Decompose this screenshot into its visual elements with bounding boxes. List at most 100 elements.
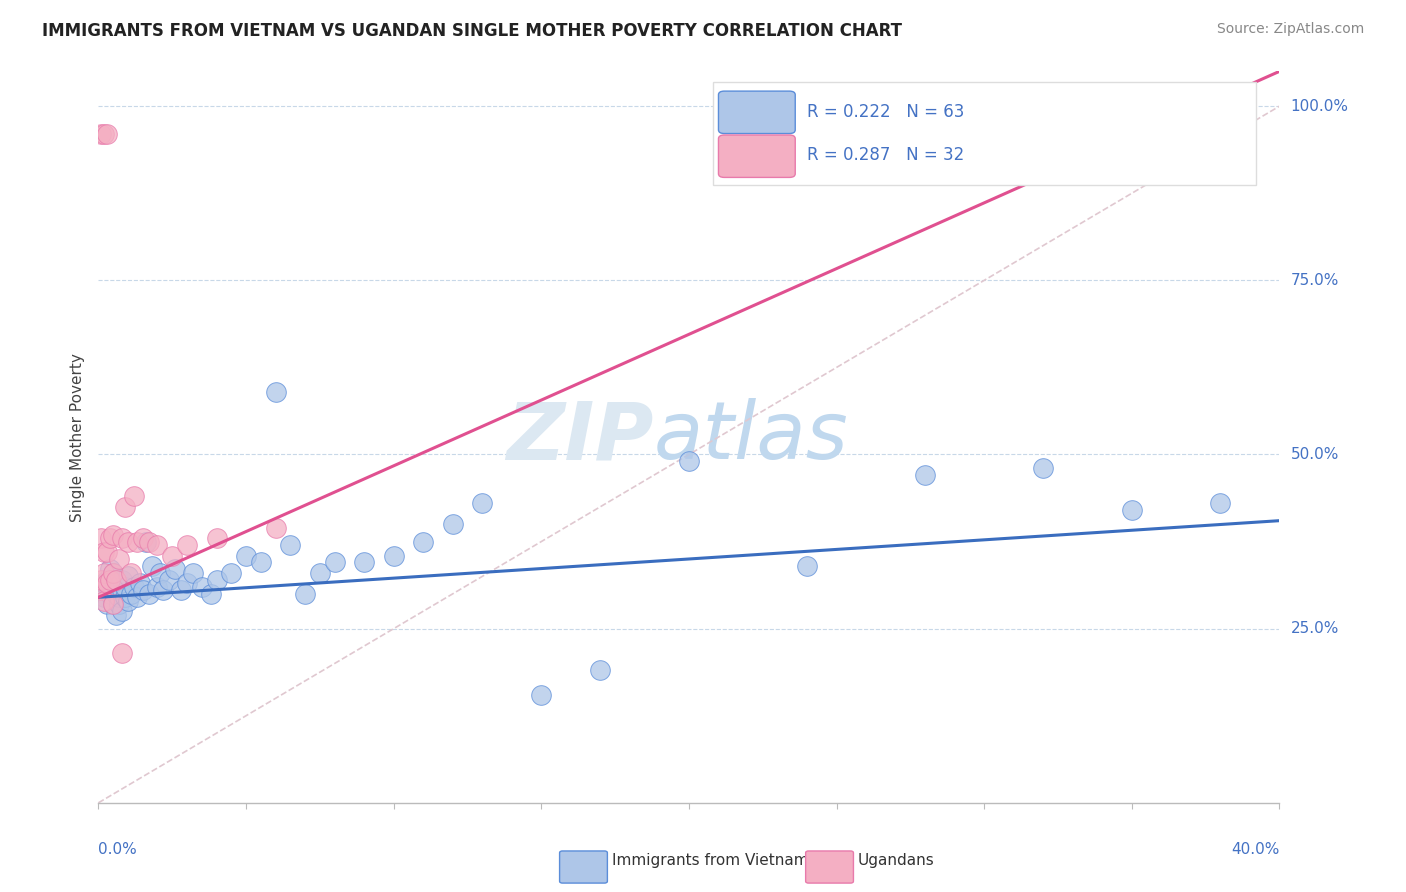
Point	[96, 573, 118, 587]
Text: IMMIGRANTS FROM VIETNAM VS UGANDAN SINGLE MOTHER POVERTY CORRELATION CHART: IMMIGRANTS FROM VIETNAM VS UGANDAN SINGL…	[42, 22, 903, 40]
Point	[96, 597, 118, 611]
Point	[1209, 496, 1232, 510]
Text: R = 0.287   N = 32: R = 0.287 N = 32	[807, 146, 965, 164]
Text: 0.0%: 0.0%	[98, 842, 138, 856]
Point	[219, 566, 242, 580]
Point	[165, 562, 187, 576]
Point	[205, 573, 228, 587]
Point	[152, 583, 174, 598]
Point	[796, 558, 818, 573]
Point	[138, 587, 160, 601]
Point	[191, 580, 214, 594]
Point	[108, 580, 131, 594]
Point	[93, 566, 115, 580]
Point	[96, 576, 118, 591]
Point	[114, 580, 136, 594]
Point	[149, 566, 172, 580]
Point	[111, 573, 134, 587]
Point	[530, 688, 553, 702]
Point	[103, 527, 125, 541]
Point	[162, 549, 183, 563]
Point	[264, 521, 287, 535]
Point	[114, 591, 136, 605]
Point	[250, 556, 273, 570]
Point	[125, 591, 148, 605]
Point	[471, 496, 494, 510]
Point	[382, 549, 405, 563]
Point	[678, 454, 700, 468]
Point	[93, 127, 115, 141]
Point	[353, 556, 375, 570]
Point	[103, 597, 125, 611]
Point	[141, 558, 163, 573]
Point	[170, 583, 193, 598]
Point	[103, 583, 125, 598]
FancyBboxPatch shape	[718, 91, 796, 134]
Point	[111, 583, 134, 598]
Text: Ugandans: Ugandans	[858, 854, 935, 868]
Text: 40.0%: 40.0%	[1232, 842, 1279, 856]
Point	[93, 576, 115, 591]
Point	[105, 576, 128, 591]
Text: R = 0.222   N = 63: R = 0.222 N = 63	[807, 103, 965, 120]
Point	[98, 573, 121, 587]
Point	[128, 576, 150, 591]
Point	[122, 580, 145, 594]
FancyBboxPatch shape	[713, 82, 1256, 185]
Point	[323, 556, 346, 570]
Point	[111, 646, 134, 660]
Point	[93, 591, 115, 605]
Text: 50.0%: 50.0%	[1291, 447, 1339, 462]
Point	[138, 534, 160, 549]
Point	[108, 591, 131, 605]
Point	[96, 127, 118, 141]
Point	[441, 517, 464, 532]
Point	[132, 531, 155, 545]
Point	[205, 531, 228, 545]
Point	[181, 566, 204, 580]
Point	[132, 583, 155, 598]
Point	[412, 534, 434, 549]
Point	[111, 531, 134, 545]
Point	[1121, 503, 1143, 517]
Point	[117, 534, 139, 549]
Point	[146, 538, 169, 552]
Point	[117, 569, 139, 583]
Point	[90, 583, 112, 598]
Point	[914, 468, 936, 483]
Point	[157, 573, 180, 587]
Text: 100.0%: 100.0%	[1291, 99, 1348, 113]
Point	[264, 384, 287, 399]
Point	[93, 545, 115, 559]
Point	[1032, 461, 1054, 475]
Y-axis label: Single Mother Poverty: Single Mother Poverty	[69, 352, 84, 522]
Point	[98, 531, 121, 545]
Text: 75.0%: 75.0%	[1291, 273, 1339, 288]
Point	[176, 538, 198, 552]
Text: Immigrants from Vietnam: Immigrants from Vietnam	[612, 854, 808, 868]
Text: atlas: atlas	[654, 398, 848, 476]
Point	[90, 127, 112, 141]
Point	[278, 538, 302, 552]
Point	[103, 566, 125, 580]
Point	[122, 489, 145, 503]
Text: 25.0%: 25.0%	[1291, 621, 1339, 636]
Text: ZIP: ZIP	[506, 398, 654, 476]
Point	[98, 587, 121, 601]
FancyBboxPatch shape	[718, 135, 796, 178]
Point	[103, 597, 125, 611]
Point	[589, 664, 612, 678]
Point	[105, 607, 128, 622]
Point	[200, 587, 222, 601]
Point	[90, 583, 112, 598]
Point	[114, 500, 136, 514]
Point	[120, 566, 142, 580]
Point	[105, 587, 128, 601]
Point	[108, 552, 131, 566]
Point	[294, 587, 316, 601]
Point	[120, 587, 142, 601]
Point	[117, 594, 139, 608]
Point	[93, 594, 115, 608]
Point	[235, 549, 257, 563]
Point	[111, 604, 134, 618]
